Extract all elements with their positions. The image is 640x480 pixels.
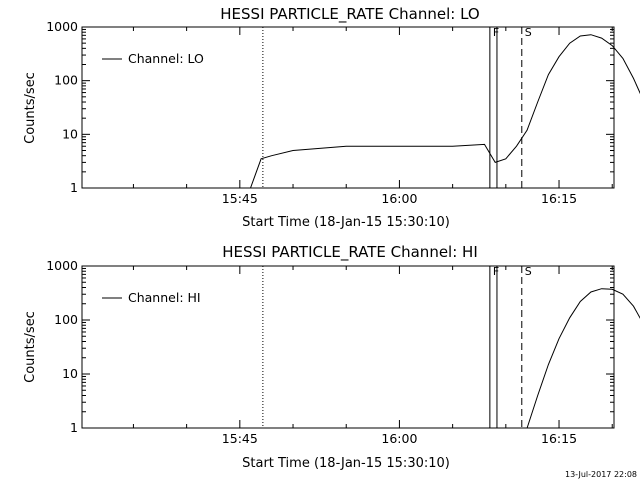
hi-legend-label: Channel: HI [128,290,201,305]
lo-event-marker-label: S [525,26,532,39]
hi-event-marker-label: F [493,265,499,278]
hi-x-tick-label: 15:45 [222,431,258,446]
lo-x-tick-label: 15:45 [222,191,258,206]
lo-y-tick-label: 1 [70,180,78,195]
hi-y-tick-label: 1000 [46,258,78,273]
hi-y-tick-label: 100 [54,312,78,327]
lo-series-line [82,34,640,189]
lo-y-tick-label: 10 [62,126,78,141]
hi-series-line [526,288,640,429]
lo-y-axis-label: Counts/sec [23,72,38,144]
hi-legend: Channel: HI [102,290,201,305]
hi-x-tick-label: 16:00 [381,431,417,446]
lo-channel-panel: HESSI PARTICLE_RATE Channel: LO Counts/s… [23,5,640,230]
lo-x-tick-label: 16:15 [541,191,577,206]
hi-y-tick-label: 10 [62,366,78,381]
lo-x-axis-label: Start Time (18-Jan-15 15:30:10) [242,215,450,230]
lo-chart-title: HESSI PARTICLE_RATE Channel: LO [220,5,479,24]
lo-y-tick-label: 100 [54,73,78,88]
lo-legend: Channel: LO [102,51,204,66]
hi-x-tick-label: 16:15 [541,431,577,446]
lo-x-tick-label: 16:00 [381,191,417,206]
lo-plot-frame [81,26,615,189]
hi-chart-title: HESSI PARTICLE_RATE Channel: HI [222,243,478,262]
hi-channel-panel: HESSI PARTICLE_RATE Channel: HI Counts/s… [23,243,640,471]
lo-legend-label: Channel: LO [128,51,204,66]
hi-plot-frame [81,265,615,429]
lo-y-tick-label: 1000 [46,19,78,34]
footer-timestamp: 13-Jul-2017 22:08 [565,470,637,479]
lo-event-marker-label: F [493,26,499,39]
hi-y-tick-label: 1 [70,420,78,435]
hi-y-axis-label: Counts/sec [23,311,38,383]
hi-x-axis-label: Start Time (18-Jan-15 15:30:10) [242,456,450,471]
hi-event-marker-label: S [525,265,532,278]
